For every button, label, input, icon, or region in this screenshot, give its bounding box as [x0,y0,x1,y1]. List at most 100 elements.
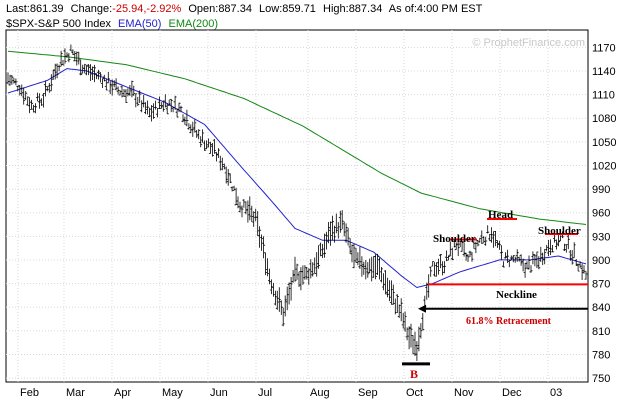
change-value: -25.94,-2.92% [112,3,181,15]
ohlc-bar [387,280,391,302]
ohlc-bar [18,85,22,96]
ohlc-bar [214,151,218,162]
ohlc-bar [342,221,346,237]
ohlc-bar [507,260,511,268]
ema200-line [7,50,587,225]
ohlc-bar [476,240,480,247]
ohlc-bar [405,327,409,341]
ohlc-bar [539,246,543,262]
ohlc-bar [201,129,205,143]
ohlc-bar [356,252,360,266]
ohlc-bar [98,72,102,83]
ohlc-bar [380,267,383,283]
ohlc-bar [120,85,124,98]
ohlc-bar [346,227,350,246]
ohlc-bar [79,59,83,76]
y-tick-label: 990 [592,184,610,196]
open-value: 887.34 [218,3,252,15]
ohlc-bar [238,201,242,213]
y-tick-label: 900 [592,255,610,267]
ohlc-bar [65,52,69,58]
ohlc-bar [91,66,94,80]
ohlc-bar [484,236,488,246]
ohlc-bar [307,268,311,285]
plot-frame [5,29,589,383]
ohlc-bar [218,155,222,171]
ohlc-bar [85,65,89,76]
ohlc-bar [458,241,462,248]
ohlc-bar [523,262,527,278]
grid-horizontal [6,46,588,379]
ohlc-bar [543,249,547,265]
ohlc-bar [260,234,264,251]
ohlc-bar [93,64,96,83]
ohlc-bar [289,277,293,301]
ohlc-bar [132,85,136,96]
ohlc-bar [385,277,389,298]
ohlc-bar [450,247,454,261]
ohlc-bar [136,96,140,107]
ohlc-bar [572,242,576,259]
last-value: 861.39 [30,3,64,15]
ohlc-bar [49,74,53,92]
ohlc-bar [409,323,413,348]
ohlc-bar [389,280,393,305]
y-tick-label: 1020 [592,160,616,172]
ohlc-bar [106,72,110,84]
ohlc-bars [6,44,588,361]
x-tick-label: Feb [20,387,39,399]
y-tick-label: 1050 [592,137,616,149]
ohlc-bar [564,244,568,253]
ohlc-bar [301,265,305,285]
neckline-label: Neckline [496,289,537,301]
asof-label: As of: [389,3,417,15]
ohlc-bar [45,86,49,92]
x-tick-label: Jul [258,387,272,399]
ohlc-bar [325,231,328,250]
ohlc-bar [344,223,348,243]
ohlc-bar [519,254,523,266]
ohlc-bar [53,63,57,80]
ohlc-bar [315,252,319,277]
ohlc-bar [38,93,41,109]
ohlc-bar [232,185,236,191]
ohlc-bar [279,300,283,315]
ohlc-bar [545,244,549,252]
ohlc-bar [112,80,116,88]
watermark: © ProphetFinance.com [472,37,585,49]
ohlc-bar [14,78,18,86]
ohlc-bar [336,222,340,239]
ohlc-bar [285,286,289,311]
ohlc-bar [252,211,256,227]
ohlc-bar [169,98,173,113]
ohlc-bar [8,74,12,86]
ohlc-bar [152,103,155,119]
ohlc-bar [305,266,309,280]
x-tick-label: May [162,387,183,399]
ohlc-bar [71,49,75,55]
ohlc-bar [366,262,370,278]
ohlc-bar [435,262,439,277]
ohlc-bar [240,205,244,218]
ohlc-bar [222,163,226,170]
retracement-label: 61.8% Retracement [466,316,552,327]
x-tick-label: 03 [550,387,562,399]
ohlc-bar [16,85,20,92]
ohlc-bar [271,282,275,297]
ohlc-bar [527,255,531,270]
ohlc-bar [32,104,36,113]
ohlc-bar [417,326,421,352]
ohlc-bar [492,231,496,248]
ohlc-bar [354,247,358,263]
ohlc-bar [122,89,126,97]
ohlc-bar [547,239,551,257]
ohlc-bar [87,64,91,76]
ohlc-bar [441,261,444,276]
ohlc-bar [242,199,246,208]
ohlc-bar [376,253,380,275]
ohlc-bar [558,235,562,242]
ohlc-bar [96,69,100,80]
ohlc-bar [173,95,177,110]
